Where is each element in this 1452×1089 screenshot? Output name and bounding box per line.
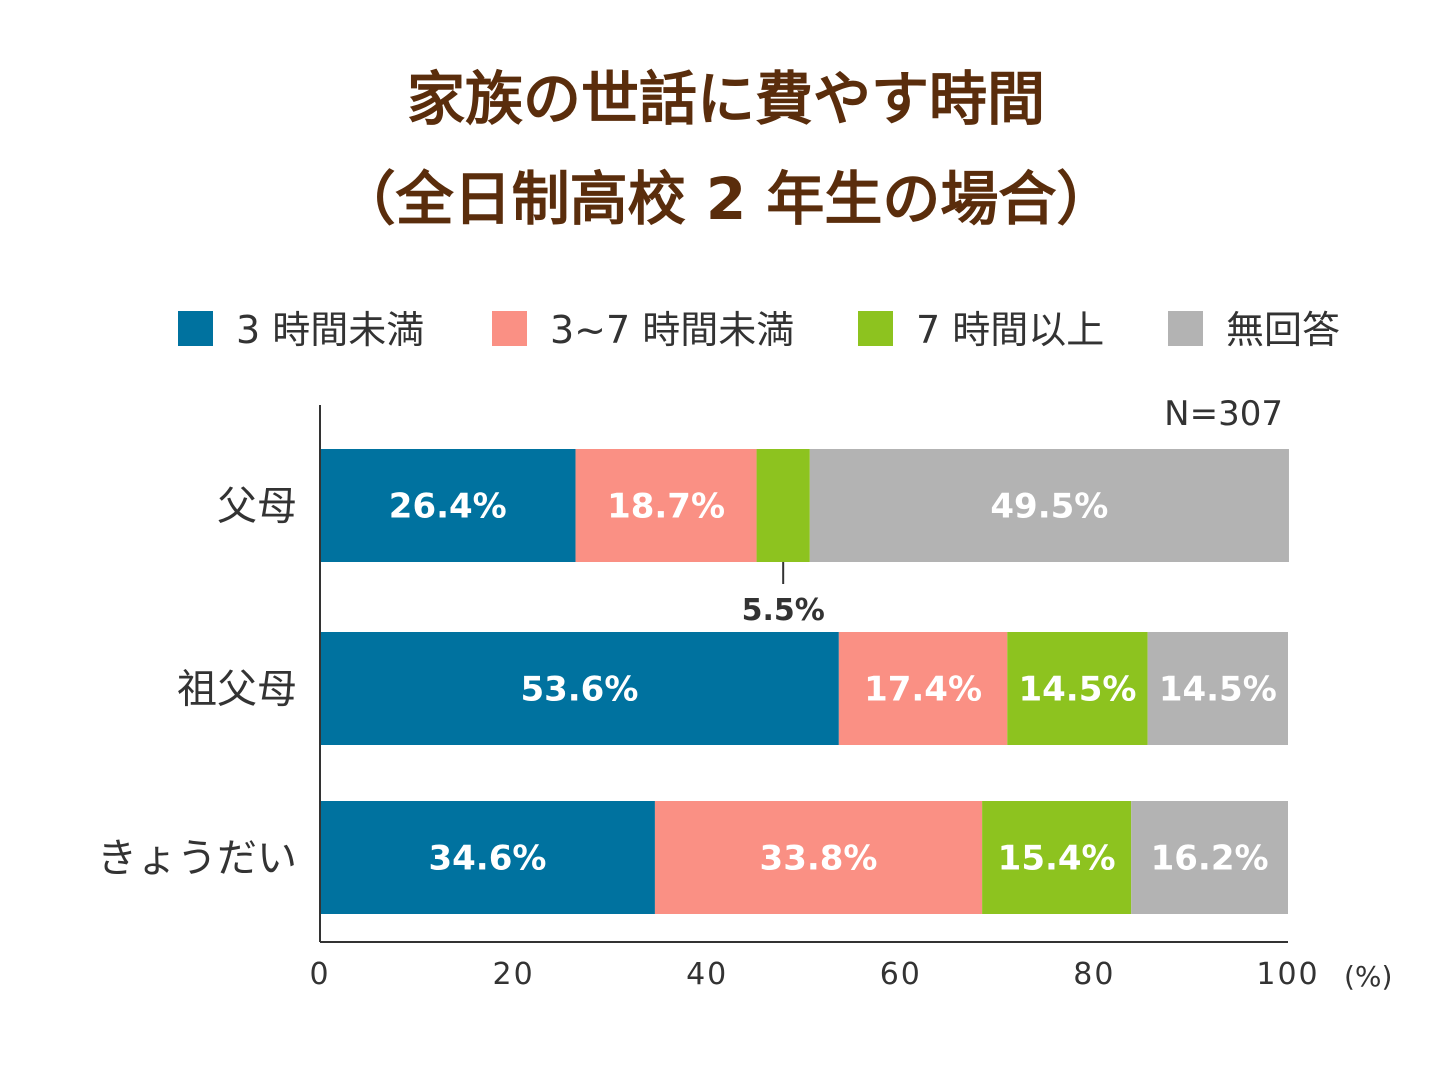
legend-swatch	[1168, 311, 1203, 346]
bar-segment	[1131, 801, 1288, 914]
legend-label: 3 時間未満	[236, 308, 424, 352]
x-tick-label: 60	[880, 957, 922, 992]
data-label: 17.4%	[864, 670, 982, 710]
bar-segment	[320, 632, 839, 745]
category-label: 祖父母	[177, 667, 297, 713]
bar-segment	[575, 449, 757, 562]
legend-label: 無回答	[1226, 308, 1340, 352]
bar-segment	[756, 449, 810, 562]
data-label: 16.2%	[1151, 839, 1269, 879]
x-axis-unit: (%)	[1344, 960, 1392, 993]
category-label: きょうだい	[97, 836, 297, 882]
legend-swatch	[178, 311, 213, 346]
bar-segment	[982, 801, 1132, 914]
bar-segment	[838, 632, 1008, 745]
data-label: 18.7%	[607, 487, 725, 527]
x-tick-label: 40	[686, 957, 728, 992]
sample-size-label: N=307	[1164, 394, 1283, 434]
bar-segment	[320, 801, 655, 914]
x-tick-label: 100	[1256, 957, 1319, 992]
bar-segment	[809, 449, 1289, 562]
bar-segment	[320, 449, 576, 562]
data-label: 53.6%	[520, 670, 638, 710]
bar-segment	[654, 801, 983, 914]
callout-label: 5.5%	[742, 593, 825, 628]
legend-swatch	[858, 311, 893, 346]
data-label: 26.4%	[389, 487, 507, 527]
chart-title: 家族の世話に費やす時間	[406, 65, 1045, 133]
bar-segment	[1007, 632, 1148, 745]
x-tick-label: 20	[493, 957, 535, 992]
legend-label: 7 時間以上	[916, 308, 1104, 352]
legend-label: 3~7 時間未満	[550, 308, 794, 352]
data-label: 49.5%	[990, 487, 1108, 527]
x-tick-label: 0	[309, 957, 330, 992]
data-label: 34.6%	[428, 839, 546, 879]
x-tick-label: 80	[1073, 957, 1115, 992]
data-label: 14.5%	[1159, 670, 1277, 710]
bar-segment	[1147, 632, 1288, 745]
data-label: 33.8%	[760, 839, 878, 879]
data-label: 14.5%	[1018, 670, 1136, 710]
chart-subtitle: （全日制高校 2 年生の場合）	[337, 165, 1115, 233]
category-label: 父母	[217, 484, 297, 530]
legend-swatch	[492, 311, 527, 346]
data-label: 15.4%	[998, 839, 1116, 879]
